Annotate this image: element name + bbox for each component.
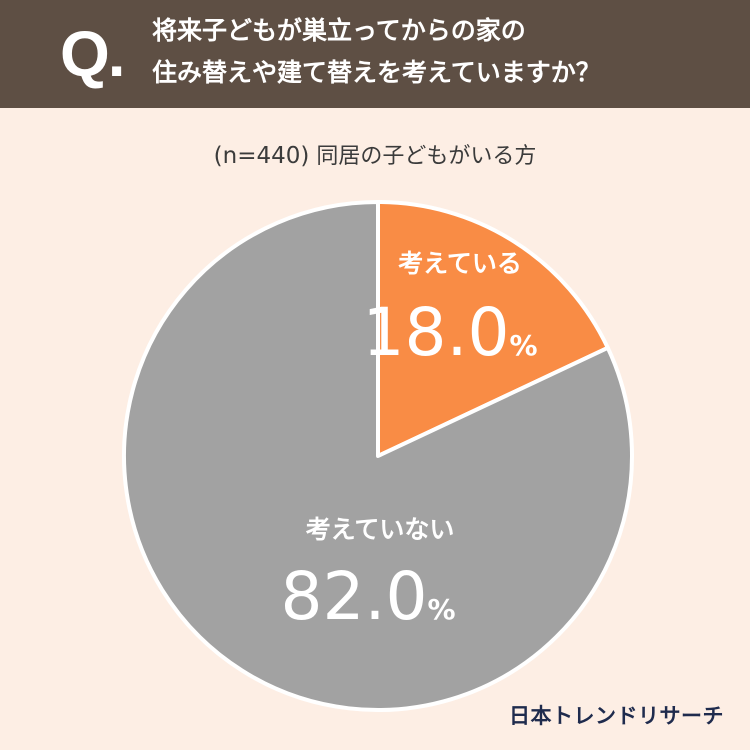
question-header: Q. 将来子どもが巣立ってからの家の 住み替えや建て替えを考えていますか？	[0, 0, 750, 108]
brand-logo: 日本トレンドリサーチ	[509, 704, 724, 728]
slice-value-2: 82.0%	[280, 558, 455, 635]
pie-slices	[122, 200, 634, 712]
slice-value-1: 18.0%	[362, 294, 537, 371]
respondent-group: 同居の子どもがいる方	[316, 144, 537, 169]
sample-size: (n=440)	[213, 143, 310, 169]
question-mark: Q.	[60, 18, 126, 90]
pie-labels: 考えている 18.0% 考えていない 82.0%	[280, 249, 537, 635]
chart-subtitle: (n=440) 同居の子どもがいる方	[0, 138, 750, 170]
question-text-line-1: 将来子どもが巣立ってからの家の	[152, 16, 526, 45]
pie-slice-2	[122, 200, 634, 712]
slice-label-1: 考えている	[398, 249, 522, 278]
pie-slice-1	[376, 200, 610, 458]
slice-label-2: 考えていない	[306, 515, 455, 544]
question-text-line-2: 住み替えや建て替えを考えていますか？	[152, 58, 601, 87]
